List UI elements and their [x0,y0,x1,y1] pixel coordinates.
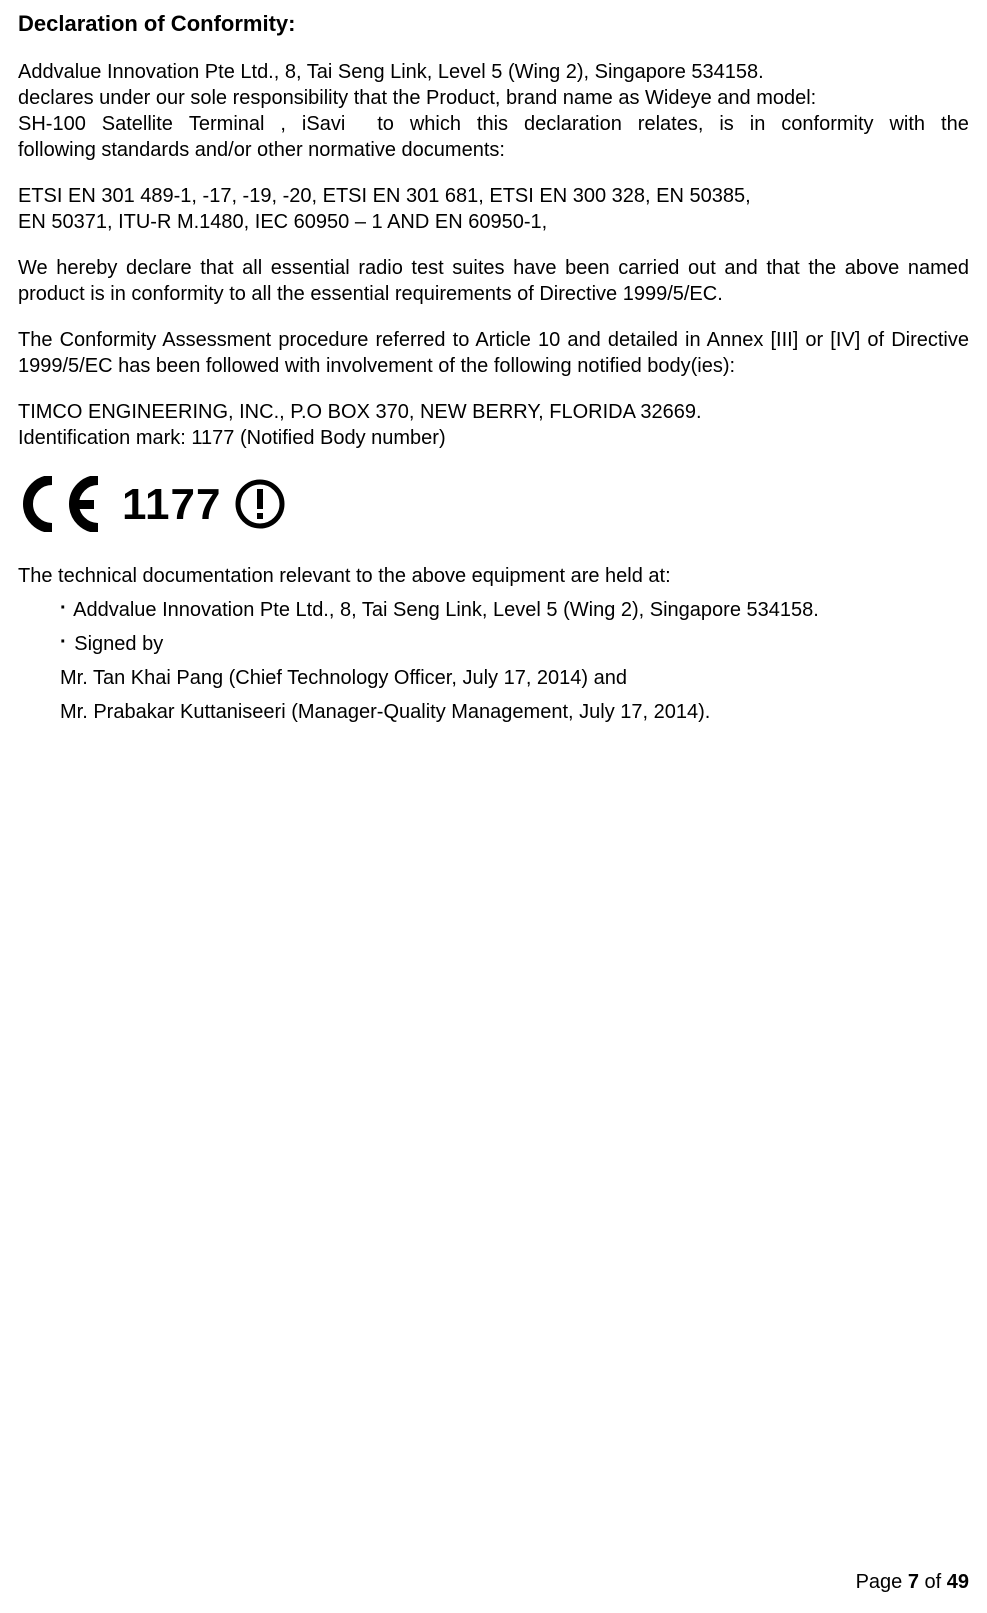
bullet-row-2: · Signed by [60,631,969,657]
bullet-dot-icon: · [60,631,67,653]
footer-prefix: Page [856,1571,908,1593]
p1-line4: following standards and/or other normati… [18,137,969,163]
ce-number: 1177 [122,476,221,533]
paragraph-5: TIMCO ENGINEERING, INC., P.O BOX 370, NE… [18,399,969,451]
bullet-row-1: · Addvalue Innovation Pte Ltd., 8, Tai S… [60,597,969,623]
p5-line2: Identification mark: 1177 (Notified Body… [18,425,969,451]
page-footer: Page 7 of 49 [856,1569,969,1595]
bullet1-text: Addvalue Innovation Pte Ltd., 8, Tai Sen… [73,599,819,621]
ce-mark-icon [18,476,108,532]
paragraph-1: Addvalue Innovation Pte Ltd., 8, Tai Sen… [18,59,969,163]
footer-page: 7 [908,1571,919,1593]
page-title: Declaration of Conformity: [18,10,969,39]
indent-list: · Addvalue Innovation Pte Ltd., 8, Tai S… [18,597,969,725]
bullet2-text: Signed by [74,633,163,655]
paragraph-2: ETSI EN 301 489-1, -17, -19, -20, ETSI E… [18,183,969,235]
signer-1: Mr. Tan Khai Pang (Chief Technology Offi… [60,665,969,691]
paragraph-3: We hereby declare that all essential rad… [18,255,969,307]
signer-2: Mr. Prabakar Kuttaniseeri (Manager-Quali… [60,699,969,725]
p5-line1: TIMCO ENGINEERING, INC., P.O BOX 370, NE… [18,399,969,425]
bullet-dot-icon: · [60,597,67,619]
alert-circle-icon [235,479,285,529]
p1-line1: Addvalue Innovation Pte Ltd., 8, Tai Sen… [18,59,969,85]
p2-line2: EN 50371, ITU-R M.1480, IEC 60950 – 1 AN… [18,209,969,235]
p1-line3: SH-100 Satellite Terminal , iSavi to whi… [18,111,969,137]
ce-mark-row: 1177 [18,476,969,533]
p2-line1: ETSI EN 301 489-1, -17, -19, -20, ETSI E… [18,183,969,209]
footer-total: 49 [947,1571,969,1593]
paragraph-4: The Conformity Assessment procedure refe… [18,327,969,379]
footer-mid: of [919,1571,947,1593]
paragraph-6: The technical documentation relevant to … [18,563,969,589]
p1-line2: declares under our sole responsibility t… [18,85,969,111]
